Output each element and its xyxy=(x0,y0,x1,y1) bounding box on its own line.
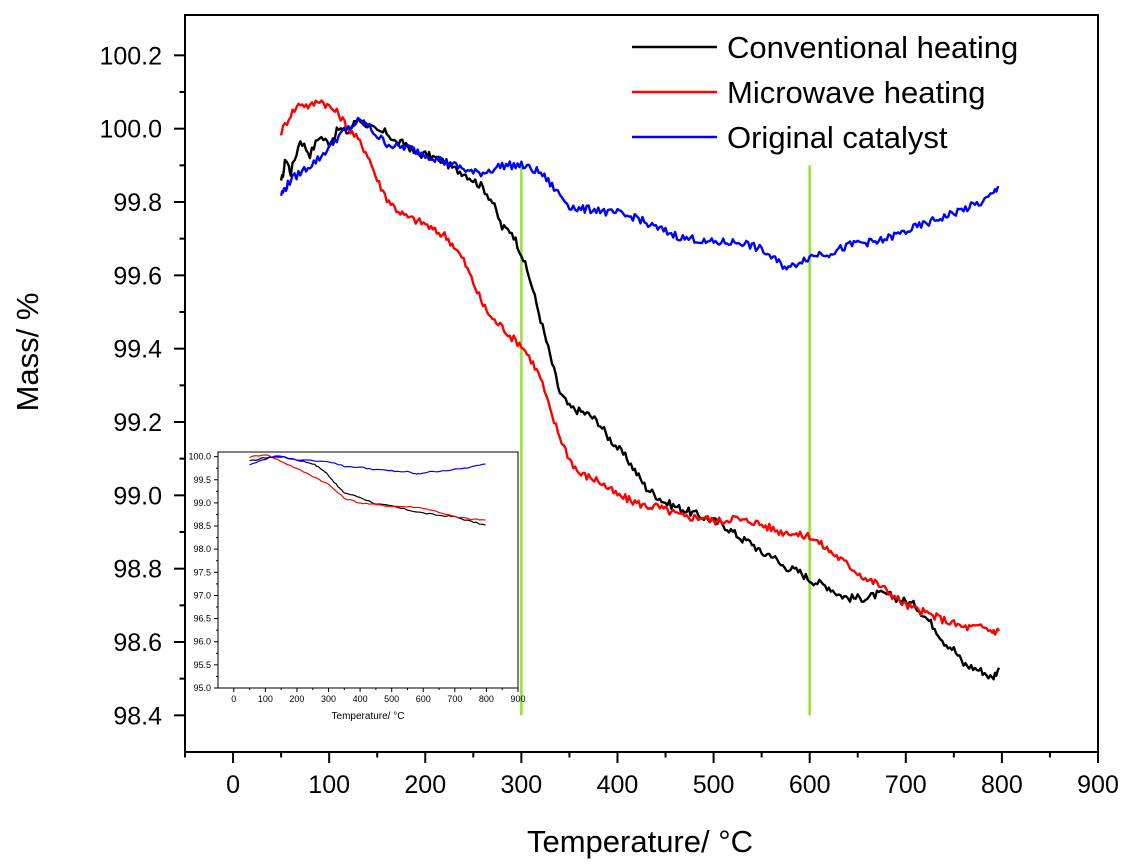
inset-y-tick-label-97: 97.0 xyxy=(193,590,211,600)
inset-plot-frame xyxy=(217,451,519,689)
series-line-2 xyxy=(279,99,1001,636)
x-tick-label-600: 600 xyxy=(789,771,831,799)
series-line-3 xyxy=(279,116,1000,271)
inset-x-tick-label-600: 600 xyxy=(416,694,431,704)
legend-label-2: Microwave heating xyxy=(727,75,985,110)
inset-x-tick-label-700: 700 xyxy=(447,694,462,704)
inset-x-tick-label-300: 300 xyxy=(321,694,336,704)
inset-x-tick-label-100: 100 xyxy=(258,694,273,704)
inset-y-tick-label-96: 96.0 xyxy=(193,637,211,647)
inset-x-axis-title: Temperature/ °C xyxy=(332,711,405,722)
y-tick-label-100: 100.0 xyxy=(99,116,162,144)
legend-label-1: Conventional heating xyxy=(727,30,1018,65)
x-axis-title: Temperature/ °C xyxy=(527,824,753,859)
inset-y-tick-label-95.5: 95.5 xyxy=(193,660,211,670)
inset-x-tick-label-400: 400 xyxy=(353,694,368,704)
inset-y-tick-label-99.5: 99.5 xyxy=(193,475,211,485)
inset-series-line-2 xyxy=(249,454,486,521)
y-tick-label-98.8: 98.8 xyxy=(113,556,162,584)
inset-plot-panel: 0 100 200 300 400 500 600 700 800 900 95.0 95.5 96.0… xyxy=(188,451,526,722)
y-tick-label-99: 99.0 xyxy=(113,482,162,510)
inset-y-tick-label-96.5: 96.5 xyxy=(193,614,211,624)
inset-y-tick-label-99: 99.0 xyxy=(193,498,211,508)
inset-y-tick-label-100: 100.0 xyxy=(188,452,211,462)
plot-frame xyxy=(184,14,1099,753)
y-tick-label-99.2: 99.2 xyxy=(113,409,162,437)
x-tick-label-300: 300 xyxy=(501,771,543,799)
inset-plot-background xyxy=(218,452,518,688)
x-tick-label-500: 500 xyxy=(693,771,735,799)
y-axis-title: Mass/ % xyxy=(10,293,45,412)
inset-y-tick-label-95: 95.0 xyxy=(193,683,211,693)
x-tick-label-100: 100 xyxy=(308,771,350,799)
inset-x-tick-label-0: 0 xyxy=(231,694,236,704)
x-tick-label-700: 700 xyxy=(885,771,927,799)
x-tick-label-400: 400 xyxy=(597,771,639,799)
series-line-1 xyxy=(279,117,1001,681)
inset-x-tick-label-200: 200 xyxy=(289,694,304,704)
y-tick-label-100.2: 100.2 xyxy=(99,42,162,70)
y-tick-label-99.4: 99.4 xyxy=(113,336,162,364)
y-tick-label-98.6: 98.6 xyxy=(113,629,162,657)
x-tick-label-900: 900 xyxy=(1077,771,1119,799)
x-tick-label-0: 0 xyxy=(226,771,240,799)
inset-x-tick-label-500: 500 xyxy=(384,694,399,704)
legend-label-3: Original catalyst xyxy=(727,120,948,155)
y-tick-label-99.8: 99.8 xyxy=(113,189,162,217)
inset-x-tick-label-900: 900 xyxy=(510,694,525,704)
inset-y-tick-label-98: 98.0 xyxy=(193,544,211,554)
y-tick-label-98.4: 98.4 xyxy=(113,702,162,730)
x-tick-label-200: 200 xyxy=(404,771,446,799)
inset-x-tick-label-800: 800 xyxy=(479,694,494,704)
x-tick-label-800: 800 xyxy=(981,771,1023,799)
inset-y-tick-label-98.5: 98.5 xyxy=(193,521,211,531)
inset-series-line-3 xyxy=(249,455,486,475)
y-tick-label-99.6: 99.6 xyxy=(113,262,162,290)
main-plot-panel: 0 100 200 300 400 500 600 700 800 900 98.4 98.6 98.8… xyxy=(99,14,1119,799)
inset-y-tick-label-97.5: 97.5 xyxy=(193,567,211,577)
